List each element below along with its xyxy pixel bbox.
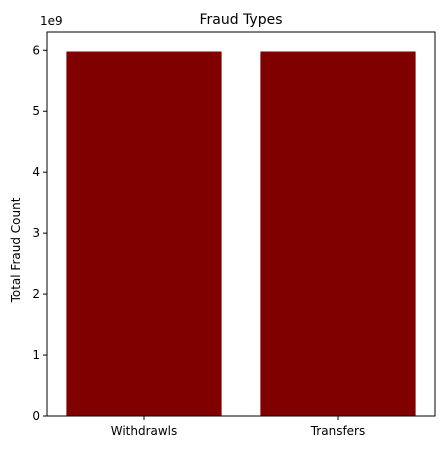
bar-withdrawls: [66, 51, 222, 416]
y-ticks-group: 0 1 2 3 4 5 6: [32, 43, 47, 423]
bar-transfers: [260, 51, 416, 416]
y-tick-label: 3: [32, 226, 40, 240]
y-tick-label: 5: [32, 104, 40, 118]
bars-group: [66, 51, 416, 416]
y-tick-label: 4: [32, 165, 40, 179]
x-tick-label: Withdrawls: [111, 424, 178, 438]
chart-title: Fraud Types: [199, 12, 282, 28]
x-tick-label: Transfers: [310, 424, 366, 438]
y-axis-label: Total Fraud Count: [9, 197, 23, 303]
x-ticks-group: Withdrawls Transfers: [111, 416, 366, 438]
y-tick-label: 0: [32, 409, 40, 423]
y-tick-label: 1: [32, 348, 40, 362]
y-tick-label: 2: [32, 287, 40, 301]
y-tick-label: 6: [32, 43, 40, 57]
plot-frame: [46, 31, 436, 417]
y-offset-label: 1e9: [40, 14, 63, 28]
